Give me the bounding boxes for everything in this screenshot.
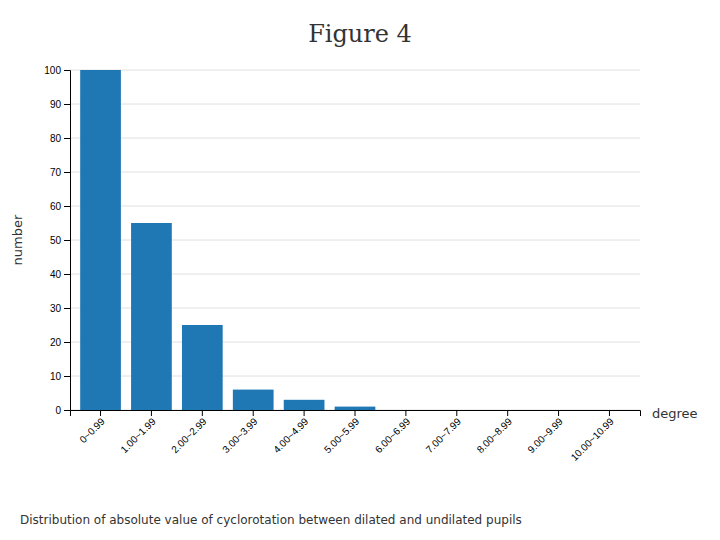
y-tick: 90 (50, 99, 70, 110)
x-tick-mark (151, 410, 152, 416)
y-tick: 30 (50, 303, 70, 314)
x-tick: 1.00~1.99 (118, 410, 158, 455)
title: Figure 4 (308, 20, 412, 48)
x-tick: 9.00~9.99 (526, 410, 566, 455)
x-tick-mark (253, 410, 254, 416)
x-tick-mark (609, 410, 610, 416)
y-tick-mark (64, 70, 70, 71)
x-tick-label: 10.00~10.99 (569, 415, 617, 463)
x-tick-label: 3.00~3.99 (220, 415, 260, 455)
x-tick: 3.00~3.99 (220, 410, 260, 455)
y-tick: 50 (50, 235, 70, 246)
x-tick-mark (558, 410, 559, 416)
grid (70, 70, 640, 410)
y-tick: 60 (50, 201, 70, 212)
plot-area: 0 10 20 30 40 50 60 70 80 90 100 0~0.99 1.00~1.99 2.0… (44, 65, 640, 463)
y-axis-label: number (10, 214, 25, 265)
bar (182, 325, 223, 410)
x-tick-label: 2.00~2.99 (169, 415, 209, 455)
x-tick-label: 9.00~9.99 (526, 415, 566, 455)
x-tick-label: 7.00~7.99 (424, 415, 464, 455)
y-axis: 0 10 20 30 40 50 60 70 80 90 100 (44, 65, 70, 416)
grid-line (70, 70, 640, 71)
y-tick: 100 (44, 65, 70, 76)
bar (233, 390, 274, 410)
x-tick: 6.00~6.99 (373, 410, 413, 455)
x-tick-mark (405, 410, 406, 416)
x-tick-mark (456, 410, 457, 416)
x-tick-label: 5.00~5.99 (322, 415, 362, 455)
y-tick-label: 50 (50, 235, 62, 246)
x-tick-label: 1.00~1.99 (118, 415, 158, 455)
y-tick: 70 (50, 167, 70, 178)
bar (284, 400, 325, 410)
x-tick-mark (355, 410, 356, 416)
axis-domain (71, 411, 641, 417)
x-tick: 8.00~8.99 (475, 410, 515, 455)
y-tick-mark (64, 342, 70, 343)
bar (386, 410, 427, 411)
y-tick-label: 90 (50, 99, 62, 110)
grid-line (70, 206, 640, 207)
x-tick: 0~0.99 (77, 410, 107, 445)
x-axis: 0~0.99 1.00~1.99 2.00~2.99 3.00~3.99 4.00~4.… (71, 410, 641, 463)
y-tick-mark (64, 104, 70, 105)
caption: Distribution of absolute value of cyclor… (20, 513, 522, 527)
y-tick-label: 20 (50, 337, 62, 348)
y-tick-mark (64, 172, 70, 173)
y-tick-label: 30 (50, 303, 62, 314)
y-tick: 40 (50, 269, 70, 280)
axis-domain (64, 71, 71, 411)
x-tick: 4.00~4.99 (271, 410, 311, 455)
y-tick-mark (64, 206, 70, 207)
bar (131, 223, 172, 410)
x-tick: 7.00~7.99 (424, 410, 464, 455)
bar (487, 410, 528, 411)
x-axis-label: degree (652, 406, 698, 421)
x-tick-mark (100, 410, 101, 416)
bars (80, 70, 375, 410)
y-tick-label: 100 (44, 65, 61, 76)
grid-line (70, 172, 640, 173)
y-tick-label: 40 (50, 269, 62, 280)
grid-line (70, 104, 640, 105)
y-tick-mark (64, 138, 70, 139)
y-tick-label: 70 (50, 167, 62, 178)
y-tick: 20 (50, 337, 70, 348)
y-tick: 10 (50, 371, 70, 382)
bar (538, 410, 579, 411)
x-tick-label: 0~0.99 (77, 415, 107, 445)
bar (80, 70, 121, 410)
y-tick-mark (64, 240, 70, 241)
grid-line (70, 138, 640, 139)
y-tick-mark (64, 410, 70, 411)
x-tick-mark (507, 410, 508, 416)
x-tick-label: 8.00~8.99 (475, 415, 515, 455)
y-tick-label: 10 (50, 371, 62, 382)
chart-svg: 0 10 20 30 40 50 60 70 80 90 100 0~0.99 1.00~1.99 2.0… (0, 0, 720, 540)
y-tick-mark (64, 308, 70, 309)
x-tick-label: 4.00~4.99 (271, 415, 311, 455)
bar (335, 407, 376, 410)
y-tick-label: 0 (55, 405, 61, 416)
y-tick-label: 60 (50, 201, 62, 212)
x-tick-mark (202, 410, 203, 416)
x-tick: 10.00~10.99 (569, 410, 617, 463)
x-tick: 5.00~5.99 (322, 410, 362, 455)
x-tick-label: 6.00~6.99 (373, 415, 413, 455)
x-tick-mark (304, 410, 305, 416)
bar (589, 410, 630, 411)
bar (436, 410, 477, 411)
y-tick-mark (64, 376, 70, 377)
y-tick-label: 80 (50, 133, 62, 144)
y-tick-mark (64, 274, 70, 275)
y-tick: 0 (55, 405, 70, 416)
x-tick: 2.00~2.99 (169, 410, 209, 455)
y-tick: 80 (50, 133, 70, 144)
